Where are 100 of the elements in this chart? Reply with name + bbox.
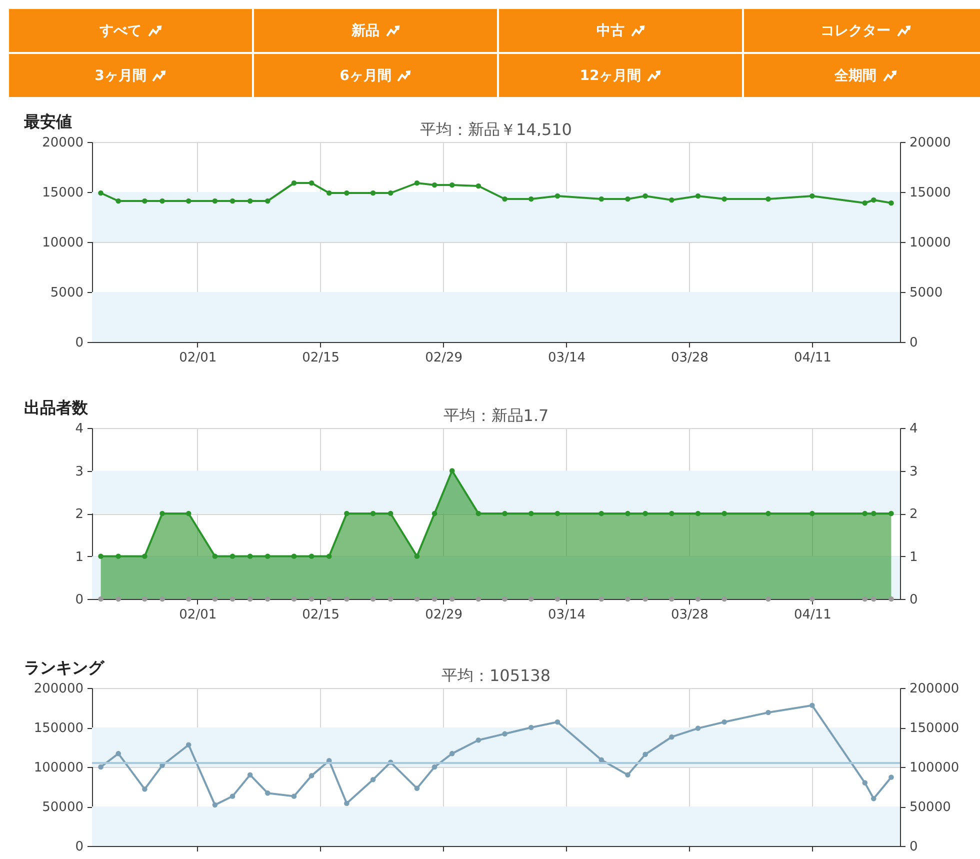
point [642, 596, 648, 602]
point [810, 510, 815, 516]
point [554, 510, 560, 516]
x-tick-label: 03/14 [548, 350, 586, 366]
point [308, 554, 314, 559]
point [502, 196, 508, 202]
point [116, 750, 121, 756]
point [888, 774, 894, 780]
y2-tick-label: 2 [910, 507, 918, 522]
text: すべて [100, 22, 142, 40]
point [722, 510, 727, 516]
point [116, 596, 121, 602]
chart-title: 最安値 [24, 112, 72, 133]
x-tick-label: 02/01 [179, 350, 217, 366]
point [388, 510, 394, 516]
point [432, 182, 438, 188]
chart-title: ランキング [24, 658, 104, 679]
point [160, 510, 165, 516]
point [695, 510, 701, 516]
point [695, 726, 701, 731]
point [888, 510, 894, 516]
y-tick-label: 0 [75, 592, 84, 608]
y-tick-label: 5000 [50, 286, 84, 300]
point [528, 724, 534, 730]
point [810, 596, 815, 602]
point [326, 554, 332, 559]
text: 新品 [352, 22, 380, 40]
point [265, 198, 270, 204]
y2-tick-label: 200000 [910, 682, 960, 696]
point [476, 510, 482, 516]
point [98, 596, 104, 602]
point [308, 596, 314, 602]
y2-tick-label: 4 [910, 422, 918, 436]
point [370, 777, 376, 782]
point [642, 752, 648, 757]
point [388, 596, 394, 602]
y-tick-label: 2 [75, 507, 84, 522]
point [160, 596, 165, 602]
x-tick-label: 02/29 [425, 608, 463, 622]
point [528, 510, 534, 516]
point [326, 596, 332, 602]
x-tick-label: 04/11 [794, 608, 832, 622]
point [669, 197, 674, 203]
point [669, 596, 674, 602]
y-tick-label: 0 [75, 336, 84, 350]
point [414, 596, 420, 602]
point [598, 596, 604, 602]
point [810, 193, 815, 199]
point [142, 198, 148, 204]
point [247, 772, 253, 778]
point [449, 182, 455, 188]
point [230, 794, 236, 799]
point [344, 510, 350, 516]
point [116, 554, 121, 559]
y-tick-label: 3 [75, 464, 84, 480]
point [116, 198, 121, 204]
y2-tick-label: 10000 [910, 236, 951, 250]
point [142, 554, 148, 559]
point [598, 510, 604, 516]
point [625, 596, 630, 602]
point [476, 596, 482, 602]
x-tick-label: 03/28 [670, 608, 708, 622]
point [291, 794, 297, 799]
y2-tick-label: 100000 [910, 760, 960, 776]
point [344, 596, 350, 602]
y-tick-label: 100000 [34, 760, 84, 776]
point [291, 596, 297, 602]
y2-tick-label: 0 [910, 336, 918, 350]
point [247, 198, 253, 204]
point [186, 510, 192, 516]
point [810, 702, 815, 708]
point [625, 772, 630, 778]
text: 6ヶ月間 [340, 66, 392, 84]
point [476, 183, 482, 189]
x-tick-label: 03/28 [670, 350, 708, 366]
point [669, 510, 674, 516]
point [370, 596, 376, 602]
point [502, 731, 508, 736]
point [722, 596, 727, 602]
text: 全期間 [834, 66, 876, 84]
point [554, 719, 560, 725]
text: 中古 [596, 22, 624, 40]
point [370, 190, 376, 196]
y-tick-label: 4 [75, 422, 84, 436]
y2-tick-label: 0 [910, 592, 918, 608]
point [722, 196, 727, 202]
point [186, 596, 192, 602]
point [265, 790, 270, 796]
y-tick-label: 15000 [42, 186, 84, 200]
point [862, 780, 868, 786]
y2-tick-label: 3 [910, 464, 918, 480]
point [888, 596, 894, 602]
point [212, 554, 218, 559]
point [291, 180, 297, 186]
point [449, 596, 455, 602]
point [230, 554, 236, 559]
point [642, 193, 648, 199]
point [142, 596, 148, 602]
point [766, 196, 771, 202]
point [308, 180, 314, 186]
